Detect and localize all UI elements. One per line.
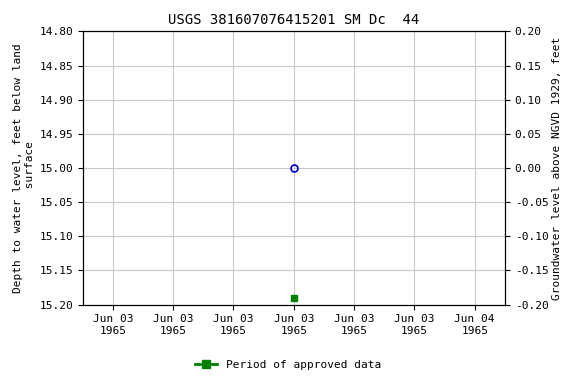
Title: USGS 381607076415201 SM Dc  44: USGS 381607076415201 SM Dc 44 <box>168 13 419 28</box>
Y-axis label: Depth to water level, feet below land
 surface: Depth to water level, feet below land su… <box>13 43 35 293</box>
Y-axis label: Groundwater level above NGVD 1929, feet: Groundwater level above NGVD 1929, feet <box>552 36 563 300</box>
Legend: Period of approved data: Period of approved data <box>191 356 385 375</box>
